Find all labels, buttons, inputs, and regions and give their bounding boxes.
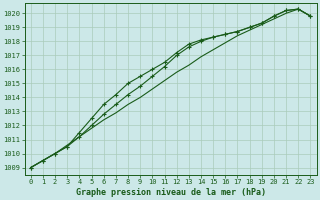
- X-axis label: Graphe pression niveau de la mer (hPa): Graphe pression niveau de la mer (hPa): [76, 188, 266, 197]
